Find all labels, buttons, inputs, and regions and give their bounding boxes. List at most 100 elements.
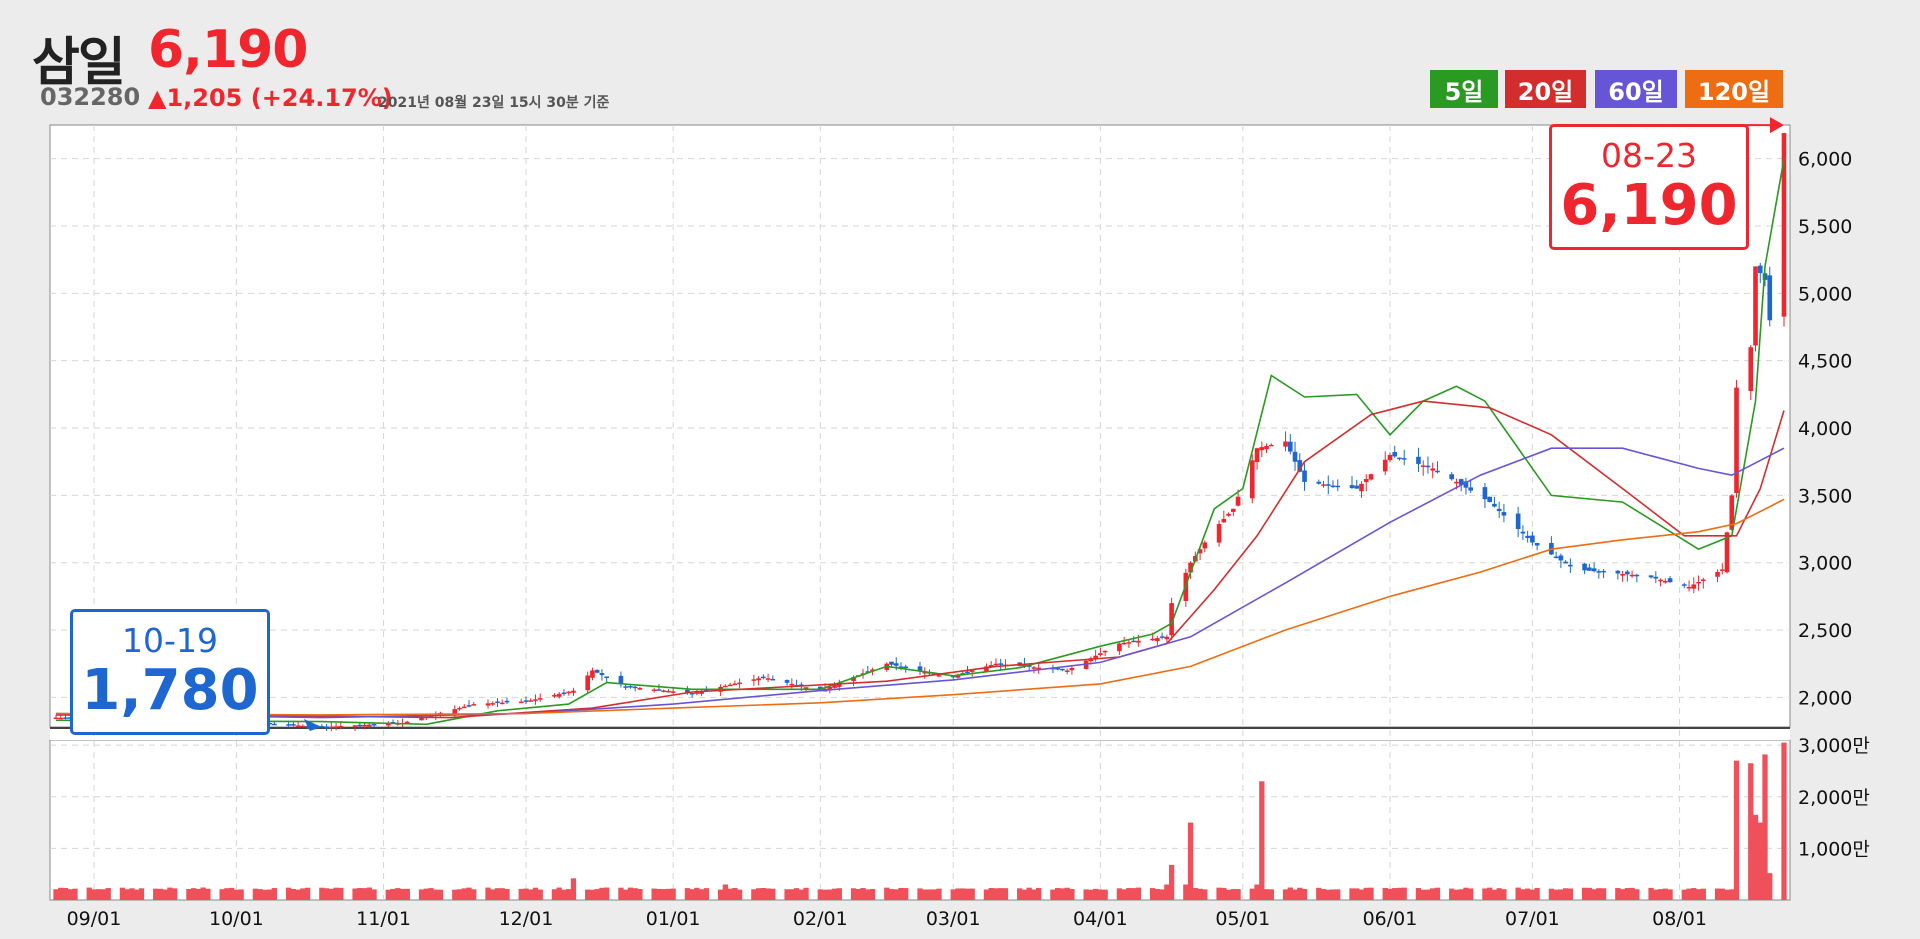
volume-tick-label: 1,000만 [1798,838,1870,860]
volume-bar [466,887,472,900]
volume-bar [661,889,667,900]
ma5-button[interactable]: 5일 [1430,70,1498,108]
candle-body [727,684,733,687]
candle-body [651,689,657,691]
candle-body [1496,508,1502,512]
candle-body [1416,456,1421,464]
volume-bar [570,878,577,900]
volume-bar [385,889,391,900]
y-tick-label: 2,500 [1798,620,1852,642]
volume-bar [551,889,558,900]
candle-body [1435,470,1440,473]
volume-bar [1325,889,1331,900]
candle-body [893,663,899,666]
volume-bar [1767,873,1773,900]
volume-bar [836,888,842,900]
volume-bar [732,887,738,900]
volume-bar [1059,888,1066,900]
timestamp: 2021년 08월 23일 15시 30분 기준 [378,95,610,111]
candle-body [1316,481,1322,484]
volume-bar [1330,889,1336,900]
volume-bar [323,888,330,900]
volume-bars [53,742,1787,900]
candle-body [1031,667,1037,669]
candle-body [485,703,491,706]
candle-body [1121,642,1127,645]
volume-bar [224,888,230,900]
volume-bar [390,888,396,900]
volume-bar [1762,754,1768,900]
candle-body [955,674,961,678]
candle-body [466,705,472,707]
volume-bar [964,888,971,900]
volume-bar [998,888,1004,900]
volume-bar [993,888,999,900]
volume-bar [532,887,539,900]
candle-body [637,688,643,690]
ma20-button[interactable]: 20일 [1505,70,1586,108]
volume-bar [594,889,600,900]
volume-bar [1301,888,1308,900]
ma60-button[interactable]: 60일 [1595,70,1677,108]
candle-body [1159,636,1165,638]
candle-body [656,689,662,691]
volume-bar [153,888,159,900]
candle-body [969,670,975,672]
volume-bar [494,888,501,900]
candle-body [1117,643,1122,652]
candle-body [1425,465,1431,468]
candle-body [1686,586,1692,589]
volume-bar [399,888,406,900]
volume-bar [751,889,757,900]
candle-body [1330,485,1336,488]
candle-body [988,665,994,667]
candle-body [1734,387,1739,494]
candle-body [1563,561,1568,564]
candle-body [1302,470,1307,482]
volume-bar [1529,889,1536,900]
volume-bar [195,888,202,900]
ma-line-60 [55,447,1785,719]
volume-bar [755,888,762,900]
volume-bar [219,889,225,900]
candle-body [1781,133,1787,317]
candle-body [1283,441,1288,447]
volume-bar [1781,742,1787,900]
candle-body [1259,447,1265,451]
volume-bar [1733,760,1740,900]
volume-bar [1031,889,1037,900]
candle-body [338,726,344,728]
candle-body [571,690,576,693]
candle-body [1231,508,1236,512]
volume-bar [200,887,206,900]
candle-body [1767,275,1773,321]
x-tick-label: 03/01 [926,908,981,930]
high-marker-arrow [1770,117,1784,134]
candle-body [305,726,310,728]
volume-bar [637,889,643,900]
y-tick-label: 6,000 [1798,149,1852,171]
candle-body [903,666,909,669]
candle-body [936,675,942,677]
candles [53,132,1787,732]
volume-bar [1026,887,1032,900]
volume-bar [1168,864,1175,900]
volume-bar [290,888,297,900]
volume-bar [58,887,64,900]
ma120-button[interactable]: 120일 [1685,70,1783,108]
volume-bar [717,889,724,900]
x-tick-label: 01/01 [646,908,701,930]
candle-body [685,689,690,693]
low-price-value: 1,780 [81,658,259,723]
candle-body [1335,485,1341,488]
volume-bar [1681,889,1687,900]
candle-body [1681,584,1687,586]
volume-bar [855,889,861,900]
volume-bar [262,889,268,900]
candle-body [518,701,524,704]
volume-bar [1729,889,1735,900]
candle-body [1463,481,1469,488]
volume-bar [1752,814,1759,900]
volume-bar [1596,888,1602,900]
